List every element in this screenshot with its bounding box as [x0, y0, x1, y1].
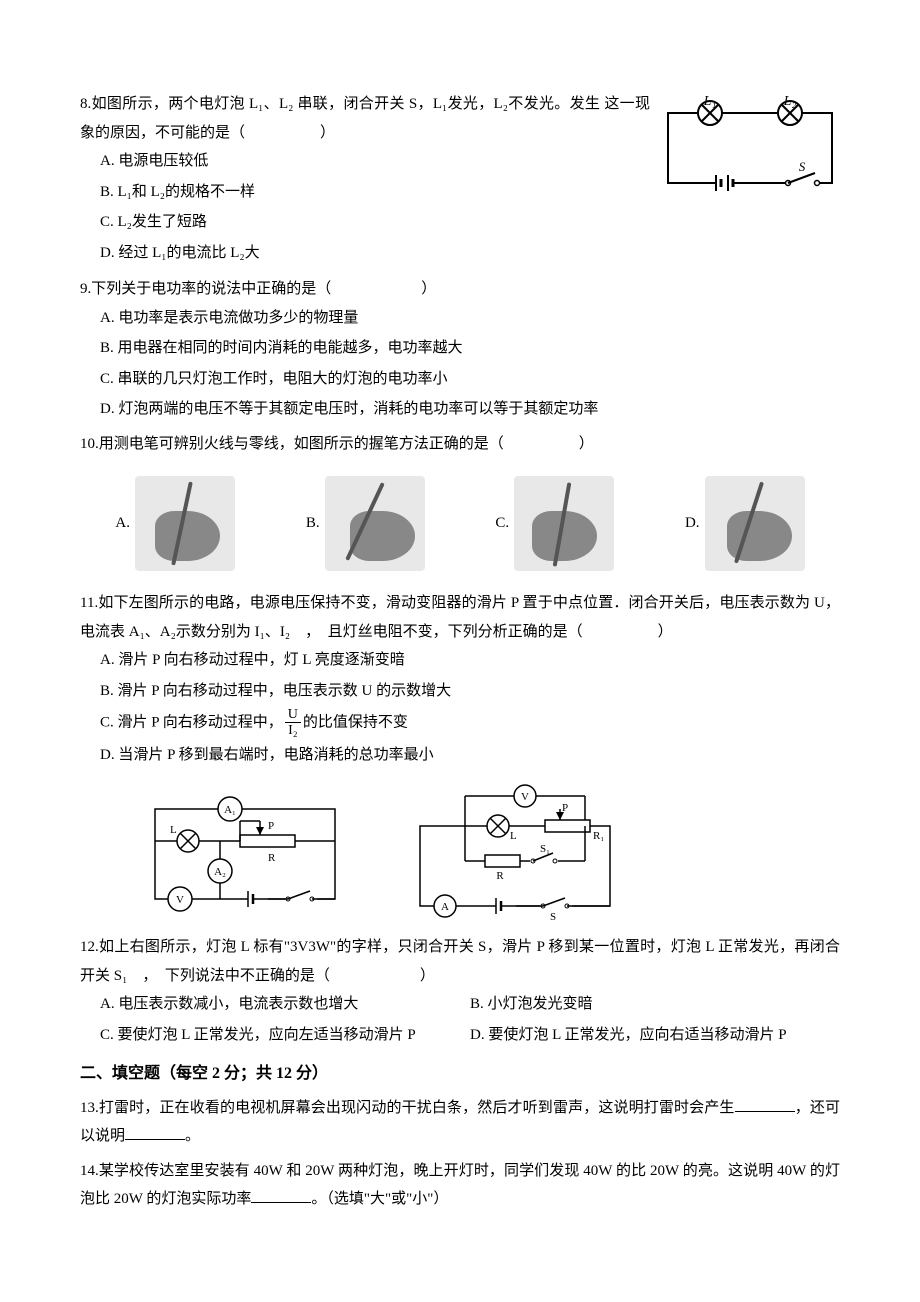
svg-text:L₂: L₂	[783, 95, 797, 109]
q8-option-c: C. L₂发生了短路	[100, 208, 840, 237]
q11-text: 11.如下左图所示的电路，电源电压保持不变，滑动变阻器的滑片 P 置于中点位置．…	[80, 589, 840, 646]
svg-text:S: S	[550, 911, 556, 921]
q14-blank	[251, 1189, 311, 1203]
svg-text:S: S	[799, 159, 806, 174]
svg-text:P: P	[562, 802, 568, 814]
q12-option-c: C. 要使灯泡 L 正常发光，应向左适当移动滑片 P	[100, 1021, 470, 1050]
svg-text:V: V	[521, 791, 529, 803]
q13-blank-2	[125, 1126, 185, 1140]
q10-image-row: A. B. C. D.	[80, 476, 840, 571]
q12-text: 12.如上右图所示，灯泡 L 标有"3V3W"的字样，只闭合开关 S，滑片 P …	[80, 933, 840, 990]
question-12: 12.如上右图所示，灯泡 L 标有"3V3W"的字样，只闭合开关 S，滑片 P …	[80, 933, 840, 1051]
q9-option-d: D. 灯泡两端的电压不等于其额定电压时，消耗的电功率可以等于其额定功率	[100, 395, 840, 424]
q14-suffix: 。（选填"大"或"小"）	[311, 1191, 448, 1207]
q10-image-b	[325, 476, 425, 571]
q8-circuit-diagram: L₁ L₂ S	[660, 95, 840, 195]
question-13: 13.打雷时，正在收看的电视机屏幕会出现闪动的干扰白条，然后才听到雷声，这说明打…	[80, 1094, 840, 1151]
q10-label-b: B.	[306, 509, 320, 538]
q9-option-a: A. 电功率是表示电流做功多少的物理量	[100, 304, 840, 333]
fraction-icon: UI₂	[285, 707, 301, 739]
q12-option-d: D. 要使灯泡 L 正常发光，应向右适当移动滑片 P	[470, 1021, 840, 1050]
svg-text:P: P	[268, 820, 274, 832]
svg-text:A: A	[441, 901, 449, 913]
svg-text:S₁: S₁	[540, 843, 550, 855]
svg-text:L₁: L₁	[703, 95, 717, 109]
svg-text:L: L	[510, 830, 517, 842]
question-14: 14.某学校传达室里安装有 40W 和 20W 两种灯泡，晚上开灯时，同学们发现…	[80, 1157, 840, 1214]
svg-text:L: L	[170, 824, 177, 836]
q9-option-c: C. 串联的几只灯泡工作时，电阻大的灯泡的电功率小	[100, 365, 840, 394]
question-11: 11.如下左图所示的电路，电源电压保持不变，滑动变阻器的滑片 P 置于中点位置．…	[80, 589, 840, 921]
question-9: 9.下列关于电功率的说法中正确的是（ ） A. 电功率是表示电流做功多少的物理量…	[80, 275, 840, 424]
svg-text:A₂: A₂	[214, 866, 226, 878]
svg-text:R: R	[268, 852, 276, 864]
q11-option-a: A. 滑片 P 向右移动过程中，灯 L 亮度逐渐变暗	[100, 646, 840, 675]
section-2-title: 二、填空题（每空 2 分；共 12 分）	[80, 1059, 840, 1089]
q11-circuit-row: A₁ L P R A₂ V	[140, 781, 840, 921]
q13-blank-1	[735, 1098, 795, 1112]
q10-image-d	[705, 476, 805, 571]
q13-suffix: 。	[185, 1128, 200, 1144]
q10-label-a: A.	[115, 509, 130, 538]
q13-prefix: 13.打雷时，正在收看的电视机屏幕会出现闪动的干扰白条，然后才听到雷声，这说明打…	[80, 1100, 735, 1116]
svg-text:R₁: R₁	[593, 830, 604, 842]
q10-image-c	[514, 476, 614, 571]
q10-text: 10.用测电笔可辨别火线与零线，如图所示的握笔方法正确的是（ ）	[80, 430, 840, 459]
q12-option-a: A. 电压表示数减小，电流表示数也增大	[100, 990, 470, 1019]
svg-text:A₁: A₁	[224, 804, 236, 816]
q11-option-d: D. 当滑片 P 移到最右端时，电路消耗的总功率最小	[100, 741, 840, 770]
q10-label-c: C.	[495, 509, 509, 538]
q12-option-b: B. 小灯泡发光变暗	[470, 990, 840, 1019]
svg-text:R: R	[496, 870, 504, 882]
q8-option-d: D. 经过 L₁的电流比 L₂大	[100, 239, 840, 268]
q11-right-circuit: V L P R₁ S₁ R A	[410, 781, 620, 921]
q10-label-d: D.	[685, 509, 700, 538]
question-10: 10.用测电笔可辨别火线与零线，如图所示的握笔方法正确的是（ ） A. B. C…	[80, 430, 840, 572]
question-8: L₁ L₂ S 8.如图所示，两个电灯泡 L₁、L₂ 串联，闭合开关 S，L₁发…	[80, 90, 840, 269]
q14-prefix: 14.某学校传达室里安装有 40W 和 20W 两种灯泡，晚上开灯时，同学们发现…	[80, 1163, 840, 1208]
q11-option-b: B. 滑片 P 向右移动过程中，电压表示数 U 的示数增大	[100, 677, 840, 706]
q11-left-circuit: A₁ L P R A₂ V	[140, 781, 350, 921]
q11-option-c: C. 滑片 P 向右移动过程中，UI₂的比值保持不变	[100, 707, 840, 739]
svg-text:V: V	[176, 894, 184, 906]
q9-text: 9.下列关于电功率的说法中正确的是（ ）	[80, 275, 840, 304]
q10-image-a	[135, 476, 235, 571]
q9-option-b: B. 用电器在相同的时间内消耗的电能越多，电功率越大	[100, 334, 840, 363]
